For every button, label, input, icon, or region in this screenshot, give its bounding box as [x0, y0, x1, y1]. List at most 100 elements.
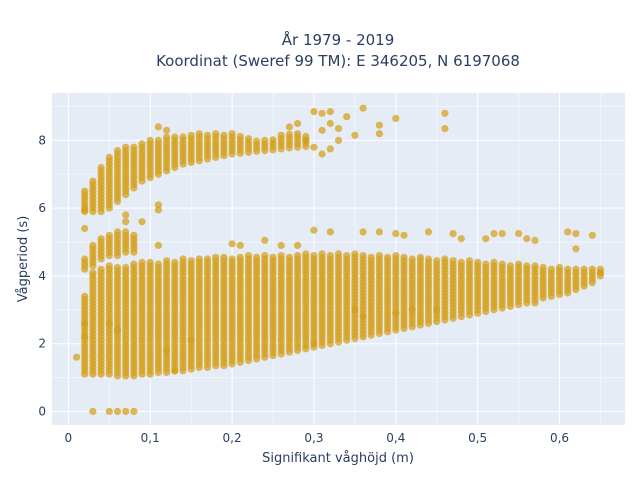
data-point — [285, 130, 293, 138]
data-point — [326, 228, 334, 236]
data-point — [130, 231, 138, 239]
data-point — [236, 241, 244, 249]
data-point — [228, 130, 236, 138]
data-point — [187, 257, 195, 265]
data-point — [154, 206, 162, 214]
data-point — [212, 253, 220, 261]
data-point — [334, 136, 343, 144]
data-point — [212, 130, 220, 138]
data-point — [203, 255, 212, 263]
y-tick-label: 2 — [38, 337, 46, 351]
data-point — [588, 265, 596, 273]
data-point — [326, 145, 334, 153]
data-point — [163, 126, 171, 134]
y-tick-label: 0 — [38, 404, 46, 418]
data-point — [474, 258, 482, 266]
data-point — [351, 306, 359, 314]
data-point — [81, 224, 89, 233]
data-point — [441, 109, 449, 117]
data-point — [122, 228, 130, 236]
data-point — [269, 253, 277, 261]
data-point — [113, 263, 122, 272]
data-point — [277, 241, 285, 249]
data-point — [539, 263, 547, 272]
data-point — [163, 346, 171, 355]
data-point — [572, 230, 580, 238]
data-point — [81, 333, 89, 341]
data-point — [269, 136, 277, 144]
data-point — [490, 230, 498, 238]
data-point — [294, 119, 302, 128]
data-point — [400, 253, 408, 261]
x-axis-title: Signifikant våghöjd (m) — [262, 451, 414, 466]
data-point — [105, 262, 113, 270]
data-point — [171, 367, 179, 375]
data-point — [113, 147, 122, 155]
data-point — [416, 253, 424, 261]
data-point — [449, 230, 457, 238]
data-point — [326, 252, 334, 260]
data-point — [359, 313, 367, 321]
data-point — [506, 262, 514, 270]
data-point — [105, 231, 113, 239]
data-point — [89, 241, 97, 249]
data-point — [113, 228, 122, 236]
data-point — [138, 218, 146, 226]
data-point — [285, 123, 293, 131]
data-point — [81, 187, 89, 195]
data-point — [97, 235, 105, 243]
data-point — [81, 206, 89, 214]
data-point — [408, 306, 416, 314]
data-point — [253, 253, 261, 261]
data-point — [498, 260, 506, 268]
data-point — [113, 326, 122, 334]
data-point — [523, 262, 531, 270]
data-point — [294, 130, 302, 138]
data-point — [523, 235, 531, 243]
x-tick-label: 0 — [65, 431, 73, 445]
data-point — [441, 255, 449, 263]
data-point — [253, 137, 261, 145]
data-point — [122, 218, 130, 226]
data-point — [122, 263, 130, 272]
data-point — [572, 265, 580, 273]
data-point — [318, 109, 326, 117]
data-point — [236, 132, 244, 140]
data-point — [81, 292, 89, 300]
data-points — [73, 104, 605, 415]
data-point — [465, 257, 474, 265]
data-point — [154, 201, 162, 209]
data-point — [392, 230, 400, 238]
data-point — [130, 260, 138, 268]
data-point — [122, 211, 130, 219]
data-point — [572, 245, 580, 253]
chart-title-line-1: År 1979 - 2019 — [282, 30, 395, 49]
data-point — [318, 150, 326, 158]
data-point — [375, 228, 383, 236]
data-point — [179, 255, 187, 263]
data-point — [531, 299, 539, 307]
chart-title-line-2: Koordinat (Sweref 99 TM): E 346205, N 61… — [156, 52, 520, 70]
data-point — [596, 269, 605, 277]
data-point — [564, 228, 572, 236]
data-point — [261, 252, 269, 260]
data-point — [130, 407, 138, 415]
data-point — [367, 253, 375, 261]
data-point — [310, 108, 318, 116]
data-point — [408, 255, 416, 263]
data-point — [588, 231, 596, 239]
data-point — [244, 252, 253, 260]
data-point — [146, 136, 154, 144]
y-axis-title: Vågperiod (s) — [16, 216, 31, 303]
data-point — [326, 119, 334, 128]
data-point — [163, 257, 171, 265]
data-point — [375, 121, 383, 129]
data-point — [310, 143, 318, 151]
data-point — [482, 235, 490, 243]
data-point — [515, 230, 523, 238]
data-point — [179, 133, 187, 141]
data-point — [220, 253, 228, 261]
data-point — [261, 236, 269, 244]
data-point — [130, 143, 138, 151]
